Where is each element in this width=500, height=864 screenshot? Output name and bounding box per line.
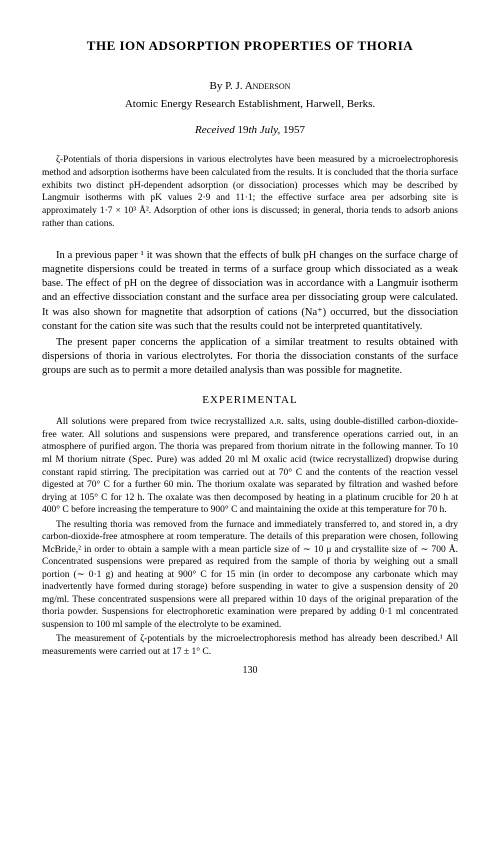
exp-p1-ar: a.r. [269, 417, 283, 427]
received-line: Received 19th July, 1957 [42, 124, 458, 136]
abstract-text: ζ-Potentials of thoria dispersions in va… [42, 154, 458, 231]
experimental-paragraph-1: All solutions were prepared from twice r… [42, 416, 458, 516]
section-heading-experimental: EXPERIMENTAL [42, 394, 458, 406]
received-prefix: Received [195, 124, 237, 136]
paper-title: THE ION ADSORPTION PROPERTIES OF THORIA [42, 38, 458, 54]
exp-p1-part-a: All solutions were prepared from twice r… [56, 417, 269, 427]
affiliation: Atomic Energy Research Establishment, Ha… [42, 98, 458, 110]
author-name: P. J. Anderson [225, 80, 290, 92]
experimental-paragraph-2: The resulting thoria was removed from th… [42, 519, 458, 632]
intro-paragraph-1: In a previous paper ¹ it was shown that … [42, 249, 458, 334]
received-day: 19 [237, 124, 248, 136]
abstract-block: ζ-Potentials of thoria dispersions in va… [42, 154, 458, 231]
experimental-paragraph-3: The measurement of ζ-potentials by the m… [42, 633, 458, 658]
paper-page: THE ION ADSORPTION PROPERTIES OF THORIA … [0, 0, 500, 696]
received-suffix: th July, [248, 124, 283, 136]
received-year: 1957 [283, 124, 305, 136]
byline: By P. J. Anderson [42, 80, 458, 92]
page-number: 130 [42, 665, 458, 676]
intro-paragraph-2: The present paper concerns the applicati… [42, 336, 458, 379]
exp-p1-part-b: salts, using double-distilled carbon-dio… [42, 417, 458, 515]
byline-prefix: By [210, 80, 226, 92]
